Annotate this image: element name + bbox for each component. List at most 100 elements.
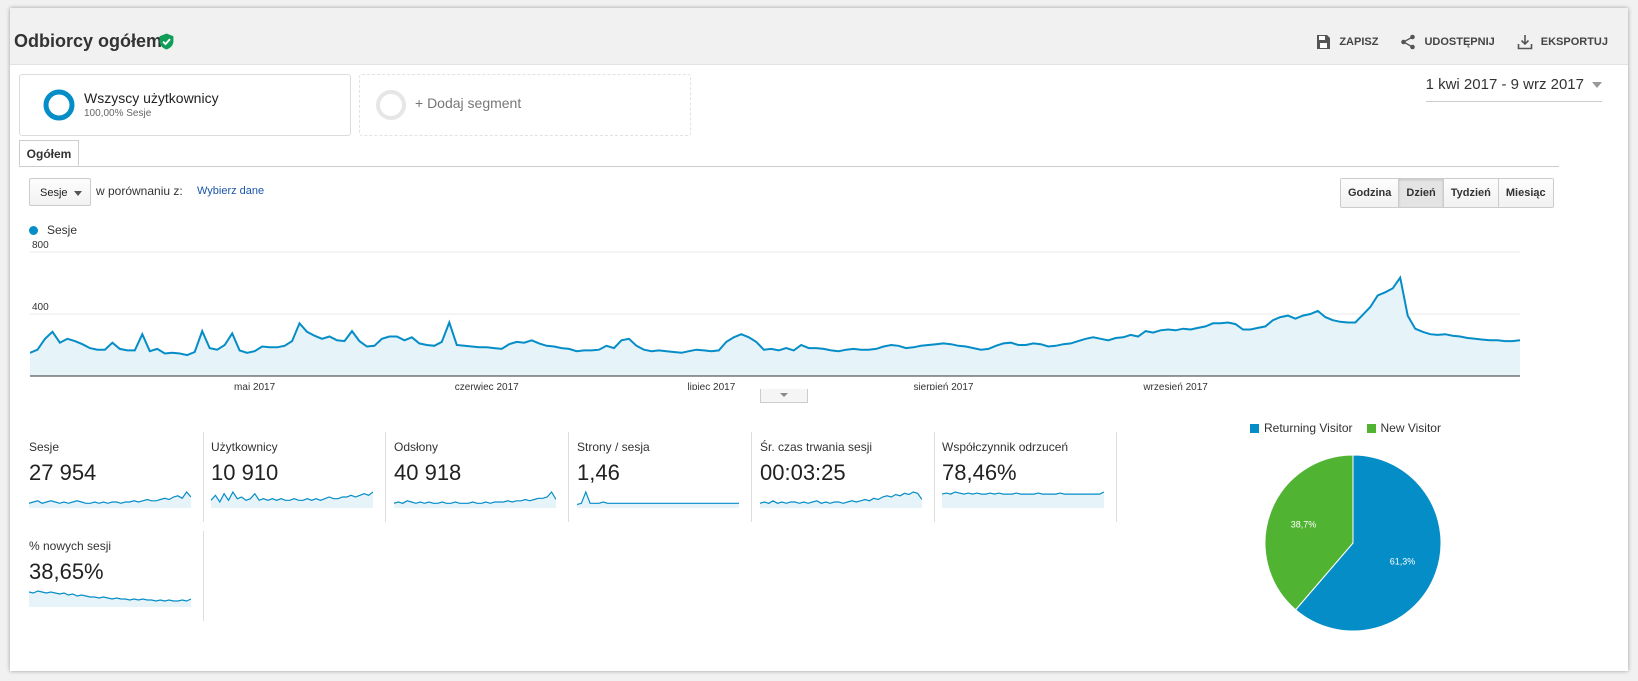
pie-legend-item: Returning Visitor — [1250, 421, 1353, 435]
scorecard-value: 38,65% — [29, 559, 104, 584]
scorecard-label: Śr. czas trwania sesji — [760, 440, 873, 454]
scorecard-sparkline — [577, 490, 739, 508]
scorecard-divider — [1116, 432, 1117, 522]
scorecard-divider — [934, 432, 935, 522]
export-button[interactable]: EKSPORTUJ — [1517, 34, 1608, 50]
pie-slice[interactable] — [1294, 454, 1442, 632]
scorecard-label: Współczynnik odrzuceń — [942, 440, 1069, 454]
title-bar: Odbiorcy ogółem ZAPISZ UDOSTĘPNIJ EKSPOR… — [10, 8, 1628, 65]
share-icon — [1401, 34, 1416, 50]
sparkline-line — [577, 490, 739, 506]
scorecard-label: Sesje — [29, 440, 60, 454]
granularity-month-button[interactable]: Miesiąc — [1498, 179, 1553, 207]
chart-expand-toggle[interactable] — [760, 389, 808, 403]
scorecard-value: 40 918 — [394, 460, 462, 485]
compare-label: w porównaniu z: — [96, 184, 183, 198]
sparkline-line — [760, 491, 922, 504]
sparkline-line — [394, 490, 556, 504]
scorecard[interactable]: Śr. czas trwania sesji 00:03:25 — [760, 432, 935, 522]
chevron-down-icon — [74, 191, 82, 196]
scorecard-label: % nowych sesji — [29, 539, 112, 553]
report-panel: Odbiorcy ogółem ZAPISZ UDOSTĘPNIJ EKSPOR… — [10, 8, 1628, 671]
page-title: Odbiorcy ogółem — [14, 31, 163, 51]
empty-segment-ring-icon — [376, 90, 406, 120]
share-button[interactable]: UDOSTĘPNIJ — [1400, 34, 1495, 50]
verified-shield-icon — [159, 33, 174, 50]
pie-legend-returning: Returning Visitor — [1264, 421, 1353, 435]
export-icon — [1517, 35, 1533, 50]
scorecard-sparkline — [29, 491, 191, 508]
segment-ring-icon — [43, 89, 75, 121]
scorecard[interactable]: Współczynnik odrzuceń 78,46% — [942, 432, 1117, 522]
save-label: ZAPISZ — [1339, 36, 1379, 48]
legend-series-label: Sesje — [47, 223, 78, 237]
scorecard[interactable]: % nowych sesji 38,65% — [29, 531, 204, 621]
scorecard-sparkline — [211, 490, 373, 508]
date-range-label: 1 kwi 2017 - 9 wrz 2017 — [1425, 76, 1584, 93]
segment-all-users[interactable]: Wszyscy użytkownicy 100,00% Sesje — [19, 74, 351, 136]
pie-slice-label: 38,7% — [1291, 520, 1317, 530]
scorecard-divider — [568, 432, 569, 522]
share-label: UDOSTĘPNIJ — [1424, 36, 1495, 48]
scorecard[interactable]: Sesje 27 954 — [29, 432, 204, 522]
scorecard-value: 10 910 — [211, 460, 279, 485]
save-button[interactable]: ZAPISZ — [1315, 34, 1378, 50]
select-compare-metric-link[interactable]: Wybierz dane — [197, 185, 265, 197]
tab-strip — [19, 166, 1559, 167]
x-tick-label: wrzesień 2017 — [1142, 382, 1208, 390]
sessions-area — [30, 277, 1520, 376]
pie-legend-new: New Visitor — [1380, 421, 1441, 435]
sparkline-area — [760, 492, 922, 508]
scorecard-divider — [751, 432, 752, 522]
visitor-type-pie-chart: 61,3% 38,7% — [1264, 454, 1442, 632]
add-segment-label: + Dodaj segment — [415, 95, 522, 111]
granularity-week-button[interactable]: Tydzień — [1443, 179, 1499, 207]
chevron-down-icon — [1592, 82, 1602, 88]
y-tick-label: 800 — [32, 240, 49, 251]
date-range-picker[interactable]: 1 kwi 2017 - 9 wrz 2017 — [1425, 76, 1602, 102]
sessions-line — [30, 275, 1520, 357]
scorecard-value: 1,46 — [577, 460, 620, 485]
x-tick-label: maj 2017 — [234, 382, 276, 390]
chart-legend: Sesje — [29, 223, 77, 237]
series-dot-icon — [29, 225, 38, 235]
pie-slice[interactable] — [1264, 454, 1354, 611]
tab-overview[interactable]: Ogółem — [19, 140, 79, 166]
scorecard-label: Użytkownicy — [211, 440, 278, 454]
metric-select[interactable]: Sesje — [29, 178, 91, 206]
scorecard-divider — [203, 531, 204, 621]
scorecard-label: Strony / sesja — [577, 440, 650, 454]
sparkline-area — [394, 492, 556, 508]
sparkline-line — [29, 491, 191, 504]
new-swatch-icon — [1366, 423, 1376, 433]
scorecard[interactable]: Odsłony 40 918 — [394, 432, 569, 522]
sessions-line-chart: 800 400 maj 2017 czerwiec 2017 lipiec 2017 si… — [30, 240, 1520, 390]
scorecard-value: 78,46% — [942, 460, 1017, 485]
sparkline-area — [942, 492, 1104, 508]
pie-slice-label: 61,3% — [1390, 556, 1416, 566]
x-tick-label: sierpień 2017 — [913, 382, 973, 390]
x-tick-label: lipiec 2017 — [687, 382, 735, 390]
y-tick-label: 400 — [32, 302, 49, 313]
sparkline-line — [29, 590, 191, 602]
sparkline-area — [577, 492, 739, 508]
segment-name: Wszyscy użytkownicy — [84, 90, 219, 106]
scorecard-label: Odsłony — [394, 440, 439, 454]
returning-swatch-icon — [1250, 423, 1259, 433]
add-segment-button[interactable]: + Dodaj segment — [359, 74, 691, 136]
pie-legend: Returning Visitor New Visitor — [1250, 421, 1441, 435]
x-tick-label: czerwiec 2017 — [455, 382, 519, 390]
scorecard-value: 27 954 — [29, 460, 97, 485]
scorecard-sparkline — [29, 590, 191, 607]
pie-legend-item: New Visitor — [1366, 421, 1441, 435]
scorecard-sparkline — [394, 490, 556, 508]
granularity-day-button[interactable]: Dzień — [1399, 179, 1444, 207]
granularity-hour-button[interactable]: Godzina — [1341, 179, 1400, 207]
scorecard[interactable]: Strony / sesja 1,46 — [577, 432, 752, 522]
export-label: EKSPORTUJ — [1540, 36, 1608, 48]
sparkline-line — [211, 490, 373, 504]
scorecard-divider — [203, 432, 204, 522]
sparkline-line — [942, 491, 1104, 495]
scorecard[interactable]: Użytkownicy 10 910 — [211, 432, 386, 522]
segment-share: 100,00% Sesje — [84, 108, 152, 119]
